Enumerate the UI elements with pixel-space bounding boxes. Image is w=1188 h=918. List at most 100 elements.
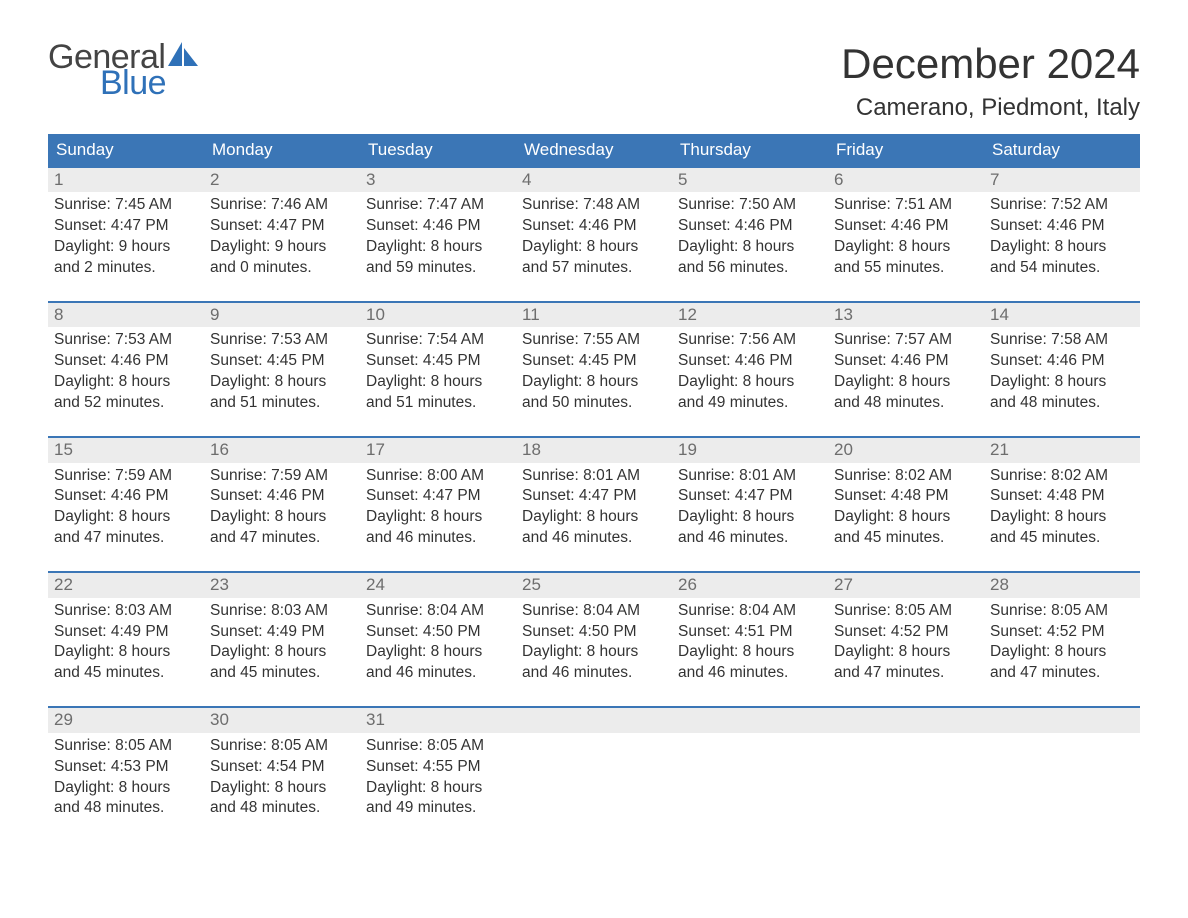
day-number: [516, 708, 672, 732]
sunrise-line: Sunrise: 7:53 AM: [210, 330, 354, 351]
sunrise-line: Sunrise: 7:58 AM: [990, 330, 1134, 351]
sunrise-line: Sunrise: 8:05 AM: [834, 601, 978, 622]
sunset-line: Sunset: 4:48 PM: [990, 486, 1134, 507]
calendar-day: 2Sunrise: 7:46 AMSunset: 4:47 PMDaylight…: [204, 168, 360, 301]
day-number: 19: [672, 438, 828, 462]
calendar-week: 1 Sunrise: 7:45 AMSunset: 4:47 PM Daylight…: [48, 166, 1140, 301]
sunrise-line: Sunrise: 7:52 AM: [990, 195, 1134, 216]
day-number: 5: [672, 168, 828, 192]
calendar-day: 25 Sunrise: 8:04 AMSunset: 4:50 PMDayligh…: [516, 573, 672, 706]
day-number: 3: [360, 168, 516, 192]
sunset-line: Sunset: 4:46 PM: [522, 216, 666, 237]
day-details: Sunrise: 7:53 AMSunset: 4:45 PMDaylight:…: [204, 327, 360, 414]
daylight-line: Daylight: 8 hours and 46 minutes.: [522, 642, 666, 684]
daylight-line: Daylight: 8 hours and 47 minutes.: [834, 642, 978, 684]
day-details: Sunrise: 8:03 AMSunset: 4:49 PMDaylight:…: [204, 598, 360, 685]
daylight-line: Daylight: 8 hours and 48 minutes.: [210, 778, 354, 820]
daylight-line: Daylight: 8 hours and 46 minutes.: [678, 642, 822, 684]
calendar-day: 27Sunrise: 8:05 AMSunset: 4:52 PMDayligh…: [828, 573, 984, 706]
sunrise-line: Sunrise: 8:04 AM: [678, 601, 822, 622]
daylight-line: Daylight: 8 hours and 55 minutes.: [834, 237, 978, 279]
sunrise-line: Sunrise: 8:05 AM: [54, 736, 198, 757]
sunset-line: Sunset: 4:46 PM: [678, 351, 822, 372]
day-number: 26: [672, 573, 828, 597]
sunset-line: Sunset: 4:47 PM: [54, 216, 198, 237]
calendar-day: [516, 708, 672, 841]
calendar-day: 26Sunrise: 8:04 AMSunset: 4:51 PMDayligh…: [672, 573, 828, 706]
daylight-line: Daylight: 8 hours and 54 minutes.: [990, 237, 1134, 279]
day-number: 2: [204, 168, 360, 192]
dow-cell: Sunday: [48, 134, 204, 166]
daylight-line: Daylight: 8 hours and 47 minutes.: [990, 642, 1134, 684]
sunset-line: Sunset: 4:46 PM: [54, 486, 198, 507]
day-number: 16: [204, 438, 360, 462]
calendar-week: 22Sunrise: 8:03 AMSunset: 4:49 PMDayligh…: [48, 571, 1140, 706]
day-details: Sunrise: 8:05 AMSunset: 4:52 PMDaylight:…: [984, 598, 1140, 685]
calendar-day: 3Sunrise: 7:47 AMSunset: 4:46 PMDaylight…: [360, 168, 516, 301]
calendar-day: 10Sunrise: 7:54 AMSunset: 4:45 PMDayligh…: [360, 303, 516, 436]
day-number: [828, 708, 984, 732]
daylight-line: Daylight: 8 hours and 48 minutes.: [990, 372, 1134, 414]
day-number: 25: [516, 573, 672, 597]
day-number: 28: [984, 573, 1140, 597]
calendar-day: 14Sunrise: 7:58 AMSunset: 4:46 PMDayligh…: [984, 303, 1140, 436]
day-number: 17: [360, 438, 516, 462]
day-details: Sunrise: 7:58 AMSunset: 4:46 PMDaylight:…: [984, 327, 1140, 414]
daylight-line: Daylight: 8 hours and 48 minutes.: [834, 372, 978, 414]
dow-cell: Tuesday: [360, 134, 516, 166]
sunset-line: Sunset: 4:47 PM: [366, 486, 510, 507]
dow-cell: Monday: [204, 134, 360, 166]
day-number: 7: [984, 168, 1140, 192]
sunset-line: Sunset: 4:46 PM: [678, 216, 822, 237]
day-number: 20: [828, 438, 984, 462]
day-details: Sunrise: 7:48 AMSunset: 4:46 PMDaylight:…: [516, 192, 672, 279]
day-details: Sunrise: 7:51 AMSunset: 4:46 PMDaylight:…: [828, 192, 984, 279]
day-number: 6: [828, 168, 984, 192]
day-number: 9: [204, 303, 360, 327]
day-number: 1: [48, 168, 204, 192]
day-details: Sunrise: 7:55 AMSunset: 4:45 PMDaylight:…: [516, 327, 672, 414]
calendar-day: 8Sunrise: 7:53 AMSunset: 4:46 PMDaylight…: [48, 303, 204, 436]
daylight-line: Daylight: 8 hours and 56 minutes.: [678, 237, 822, 279]
sunrise-line: Sunrise: 7:47 AM: [366, 195, 510, 216]
sunset-line: Sunset: 4:46 PM: [990, 351, 1134, 372]
dow-cell: Saturday: [984, 134, 1140, 166]
sunrise-line: Sunrise: 7:51 AM: [834, 195, 978, 216]
sunrise-line: Sunrise: 8:02 AM: [834, 466, 978, 487]
sunset-line: Sunset: 4:52 PM: [990, 622, 1134, 643]
sunset-line: Sunset: 4:50 PM: [366, 622, 510, 643]
sunrise-line: Sunrise: 8:03 AM: [210, 601, 354, 622]
calendar-day: [672, 708, 828, 841]
sunrise-line: Sunrise: 8:04 AM: [522, 601, 666, 622]
day-number: 12: [672, 303, 828, 327]
day-details: Sunrise: 8:05 AMSunset: 4:54 PMDaylight:…: [204, 733, 360, 820]
calendar-day: 22Sunrise: 8:03 AMSunset: 4:49 PMDayligh…: [48, 573, 204, 706]
day-number: 14: [984, 303, 1140, 327]
calendar-day: [828, 708, 984, 841]
daylight-line: Daylight: 8 hours and 45 minutes.: [834, 507, 978, 549]
day-details: Sunrise: 7:50 AMSunset: 4:46 PMDaylight:…: [672, 192, 828, 279]
day-details: Sunrise: 8:02 AMSunset: 4:48 PMDaylight:…: [984, 463, 1140, 550]
daylight-line: Daylight: 8 hours and 47 minutes.: [210, 507, 354, 549]
sunset-line: Sunset: 4:46 PM: [210, 486, 354, 507]
day-details: Sunrise: 8:04 AMSunset: 4:50 PMDaylight:…: [360, 598, 516, 685]
calendar-week: 15Sunrise: 7:59 AMSunset: 4:46 PMDayligh…: [48, 436, 1140, 571]
sunset-line: Sunset: 4:49 PM: [54, 622, 198, 643]
title-block: December 2024 Camerano, Piedmont, Italy: [841, 40, 1140, 122]
day-number: 4: [516, 168, 672, 192]
calendar: SundayMondayTuesdayWednesdayThursdayFrid…: [48, 134, 1140, 841]
sunset-line: Sunset: 4:50 PM: [522, 622, 666, 643]
sunrise-line: Sunrise: 8:02 AM: [990, 466, 1134, 487]
day-details: Sunrise: 7:52 AMSunset: 4:46 PMDaylight:…: [984, 192, 1140, 279]
sunset-line: Sunset: 4:54 PM: [210, 757, 354, 778]
sunset-line: Sunset: 4:48 PM: [834, 486, 978, 507]
day-details: Sunrise: 8:04 AMSunset: 4:51 PMDaylight:…: [672, 598, 828, 685]
day-number: 10: [360, 303, 516, 327]
sunset-line: Sunset: 4:45 PM: [366, 351, 510, 372]
day-details: Sunrise: 8:01 AMSunset: 4:47 PMDaylight:…: [672, 463, 828, 550]
calendar-day: 11Sunrise: 7:55 AMSunset: 4:45 PMDayligh…: [516, 303, 672, 436]
daylight-line: Daylight: 8 hours and 51 minutes.: [366, 372, 510, 414]
day-details: Sunrise: 7:57 AMSunset: 4:46 PMDaylight:…: [828, 327, 984, 414]
calendar-day: 21Sunrise: 8:02 AMSunset: 4:48 PMDayligh…: [984, 438, 1140, 571]
sunrise-line: Sunrise: 7:45 AM: [54, 195, 198, 216]
